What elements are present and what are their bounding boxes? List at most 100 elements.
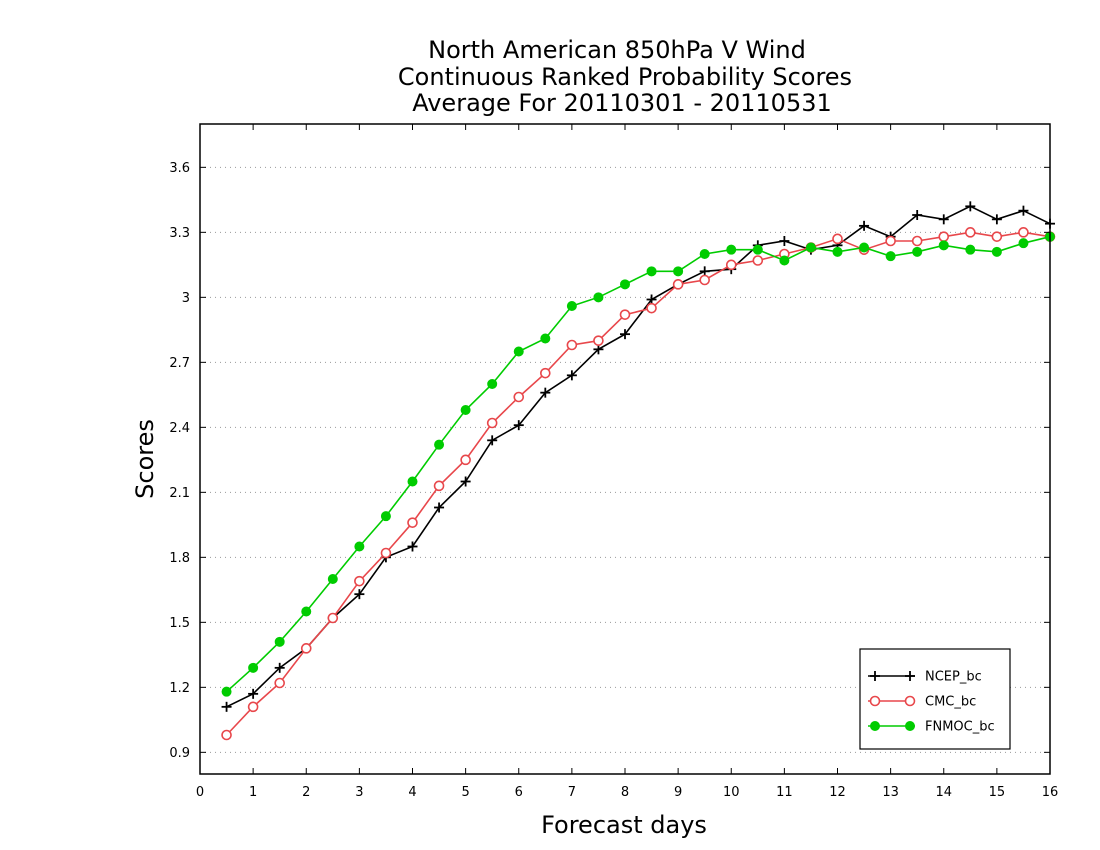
data-point-CMC_bc xyxy=(486,417,498,429)
x-axis-title: Forecast days xyxy=(541,811,707,839)
y-tick-label: 0.9 xyxy=(169,746,190,761)
legend-label: NCEP_bc xyxy=(925,670,982,685)
data-point-CMC_bc xyxy=(938,231,950,242)
data-point-FNMOC_bc xyxy=(407,476,418,487)
x-tick-label: 8 xyxy=(621,785,629,800)
gridlines xyxy=(200,166,1050,753)
data-point-CMC_bc xyxy=(593,335,604,346)
legend-box xyxy=(859,648,1011,750)
legend-label: FNMOC_bc xyxy=(925,720,995,735)
x-tick-label: 6 xyxy=(515,785,523,800)
data-point-CMC_bc xyxy=(619,309,631,320)
data-point-NCEP_bc xyxy=(620,329,630,340)
data-point-NCEP_bc xyxy=(965,201,976,212)
data-point-CMC_bc xyxy=(221,729,232,741)
data-point-NCEP_bc xyxy=(1018,205,1029,216)
legend-label: CMC_bc xyxy=(925,695,976,710)
data-point-FNMOC_bc xyxy=(301,606,312,617)
data-point-NCEP_bc xyxy=(912,210,923,220)
x-tick-label: 0 xyxy=(196,785,204,800)
legend-marker xyxy=(869,695,881,707)
legend-marker xyxy=(905,671,915,681)
data-point-NCEP_bc xyxy=(434,502,445,513)
data-point-FNMOC_bc xyxy=(805,242,816,253)
legend-marker xyxy=(870,721,880,731)
y-tick-label: 2.1 xyxy=(169,486,190,501)
x-tick-label: 4 xyxy=(408,785,416,800)
x-tick-label: 12 xyxy=(829,785,846,800)
data-point-CMC_bc xyxy=(699,274,710,286)
data-point-FNMOC_bc xyxy=(938,240,949,251)
y-tick-label: 3.3 xyxy=(169,226,190,241)
y-tick-label: 2.7 xyxy=(169,356,190,371)
data-point-CMC_bc xyxy=(300,643,312,654)
data-point-FNMOC_bc xyxy=(274,636,285,647)
data-point-FNMOC_bc xyxy=(752,244,763,255)
data-point-CMC_bc xyxy=(672,279,684,290)
data-point-CMC_bc xyxy=(433,480,445,492)
data-point-FNMOC_bc xyxy=(593,292,604,303)
data-point-CMC_bc xyxy=(1018,227,1029,238)
data-point-FNMOC_bc xyxy=(460,405,471,415)
data-point-FNMOC_bc xyxy=(566,301,577,311)
data-point-CMC_bc xyxy=(725,259,737,271)
data-point-FNMOC_bc xyxy=(221,686,232,697)
data-point-CMC_bc xyxy=(354,575,365,587)
series-FNMOC_bc xyxy=(221,231,1055,697)
data-point-CMC_bc xyxy=(965,227,976,238)
series-line-NCEP_bc xyxy=(226,205,1051,708)
data-point-NCEP_bc xyxy=(593,344,604,355)
data-point-CMC_bc xyxy=(247,701,259,713)
chart-title-line-1: North American 850hPa V Wind xyxy=(428,36,806,64)
data-point-CMC_bc xyxy=(991,231,1003,242)
data-point-CMC_bc xyxy=(327,612,339,624)
x-tick-label: 7 xyxy=(568,785,576,800)
x-tick-label: 2 xyxy=(302,785,310,800)
data-point-FNMOC_bc xyxy=(965,244,976,255)
data-point-CMC_bc xyxy=(832,233,843,245)
data-point-FNMOC_bc xyxy=(991,246,1002,257)
data-point-FNMOC_bc xyxy=(699,249,710,259)
chart-title-line-2: Continuous Ranked Probability Scores xyxy=(398,63,852,91)
x-tick-label: 14 xyxy=(935,785,952,800)
data-point-NCEP_bc xyxy=(487,435,498,446)
data-point-FNMOC_bc xyxy=(673,266,684,277)
data-point-CMC_bc xyxy=(407,517,418,528)
legend-marker xyxy=(870,671,880,681)
data-point-CMC_bc xyxy=(513,391,525,403)
legend-marker xyxy=(904,695,916,707)
data-point-FNMOC_bc xyxy=(885,251,896,262)
y-axis-ticks: 0.9 1.2 1.5 1.8 2.1 2.4 2.7 3 3.3 3.6 xyxy=(169,161,1050,761)
data-point-NCEP_bc xyxy=(354,589,365,600)
x-tick-label: 1 xyxy=(249,785,257,800)
data-point-CMC_bc xyxy=(646,302,657,314)
y-tick-label: 3 xyxy=(182,291,190,306)
legend-entry-FNMOC_bc: FNMOC_bc xyxy=(868,720,995,735)
data-point-NCEP_bc xyxy=(566,370,577,381)
x-tick-label: 16 xyxy=(1042,785,1059,800)
data-point-NCEP_bc xyxy=(779,236,790,246)
legend-marker xyxy=(905,721,915,731)
data-point-FNMOC_bc xyxy=(327,574,338,584)
data-point-NCEP_bc xyxy=(460,476,471,487)
y-tick-label: 1.2 xyxy=(169,681,190,696)
legend-entry-CMC_bc: CMC_bc xyxy=(868,695,976,710)
data-point-FNMOC_bc xyxy=(1018,238,1029,249)
data-point-FNMOC_bc xyxy=(354,541,365,552)
y-axis-title: Scores xyxy=(131,419,159,499)
data-point-FNMOC_bc xyxy=(540,333,551,344)
data-point-FNMOC_bc xyxy=(646,266,657,277)
data-point-NCEP_bc xyxy=(699,266,710,277)
y-tick-label: 3.6 xyxy=(169,161,190,176)
x-tick-label: 3 xyxy=(355,785,363,800)
data-point-FNMOC_bc xyxy=(380,511,391,522)
data-point-NCEP_bc xyxy=(859,220,870,231)
chart-title-line-3: Average For 20110301 - 20110531 xyxy=(412,89,832,117)
data-point-CMC_bc xyxy=(566,339,578,351)
data-point-FNMOC_bc xyxy=(779,255,790,266)
legend: NCEP_bc CMC_bc FNMOC_bc xyxy=(859,648,1011,750)
data-point-FNMOC_bc xyxy=(620,279,630,290)
data-point-NCEP_bc xyxy=(221,701,232,712)
chart-title: North American 850hPa V Wind Continuous … xyxy=(398,36,852,117)
